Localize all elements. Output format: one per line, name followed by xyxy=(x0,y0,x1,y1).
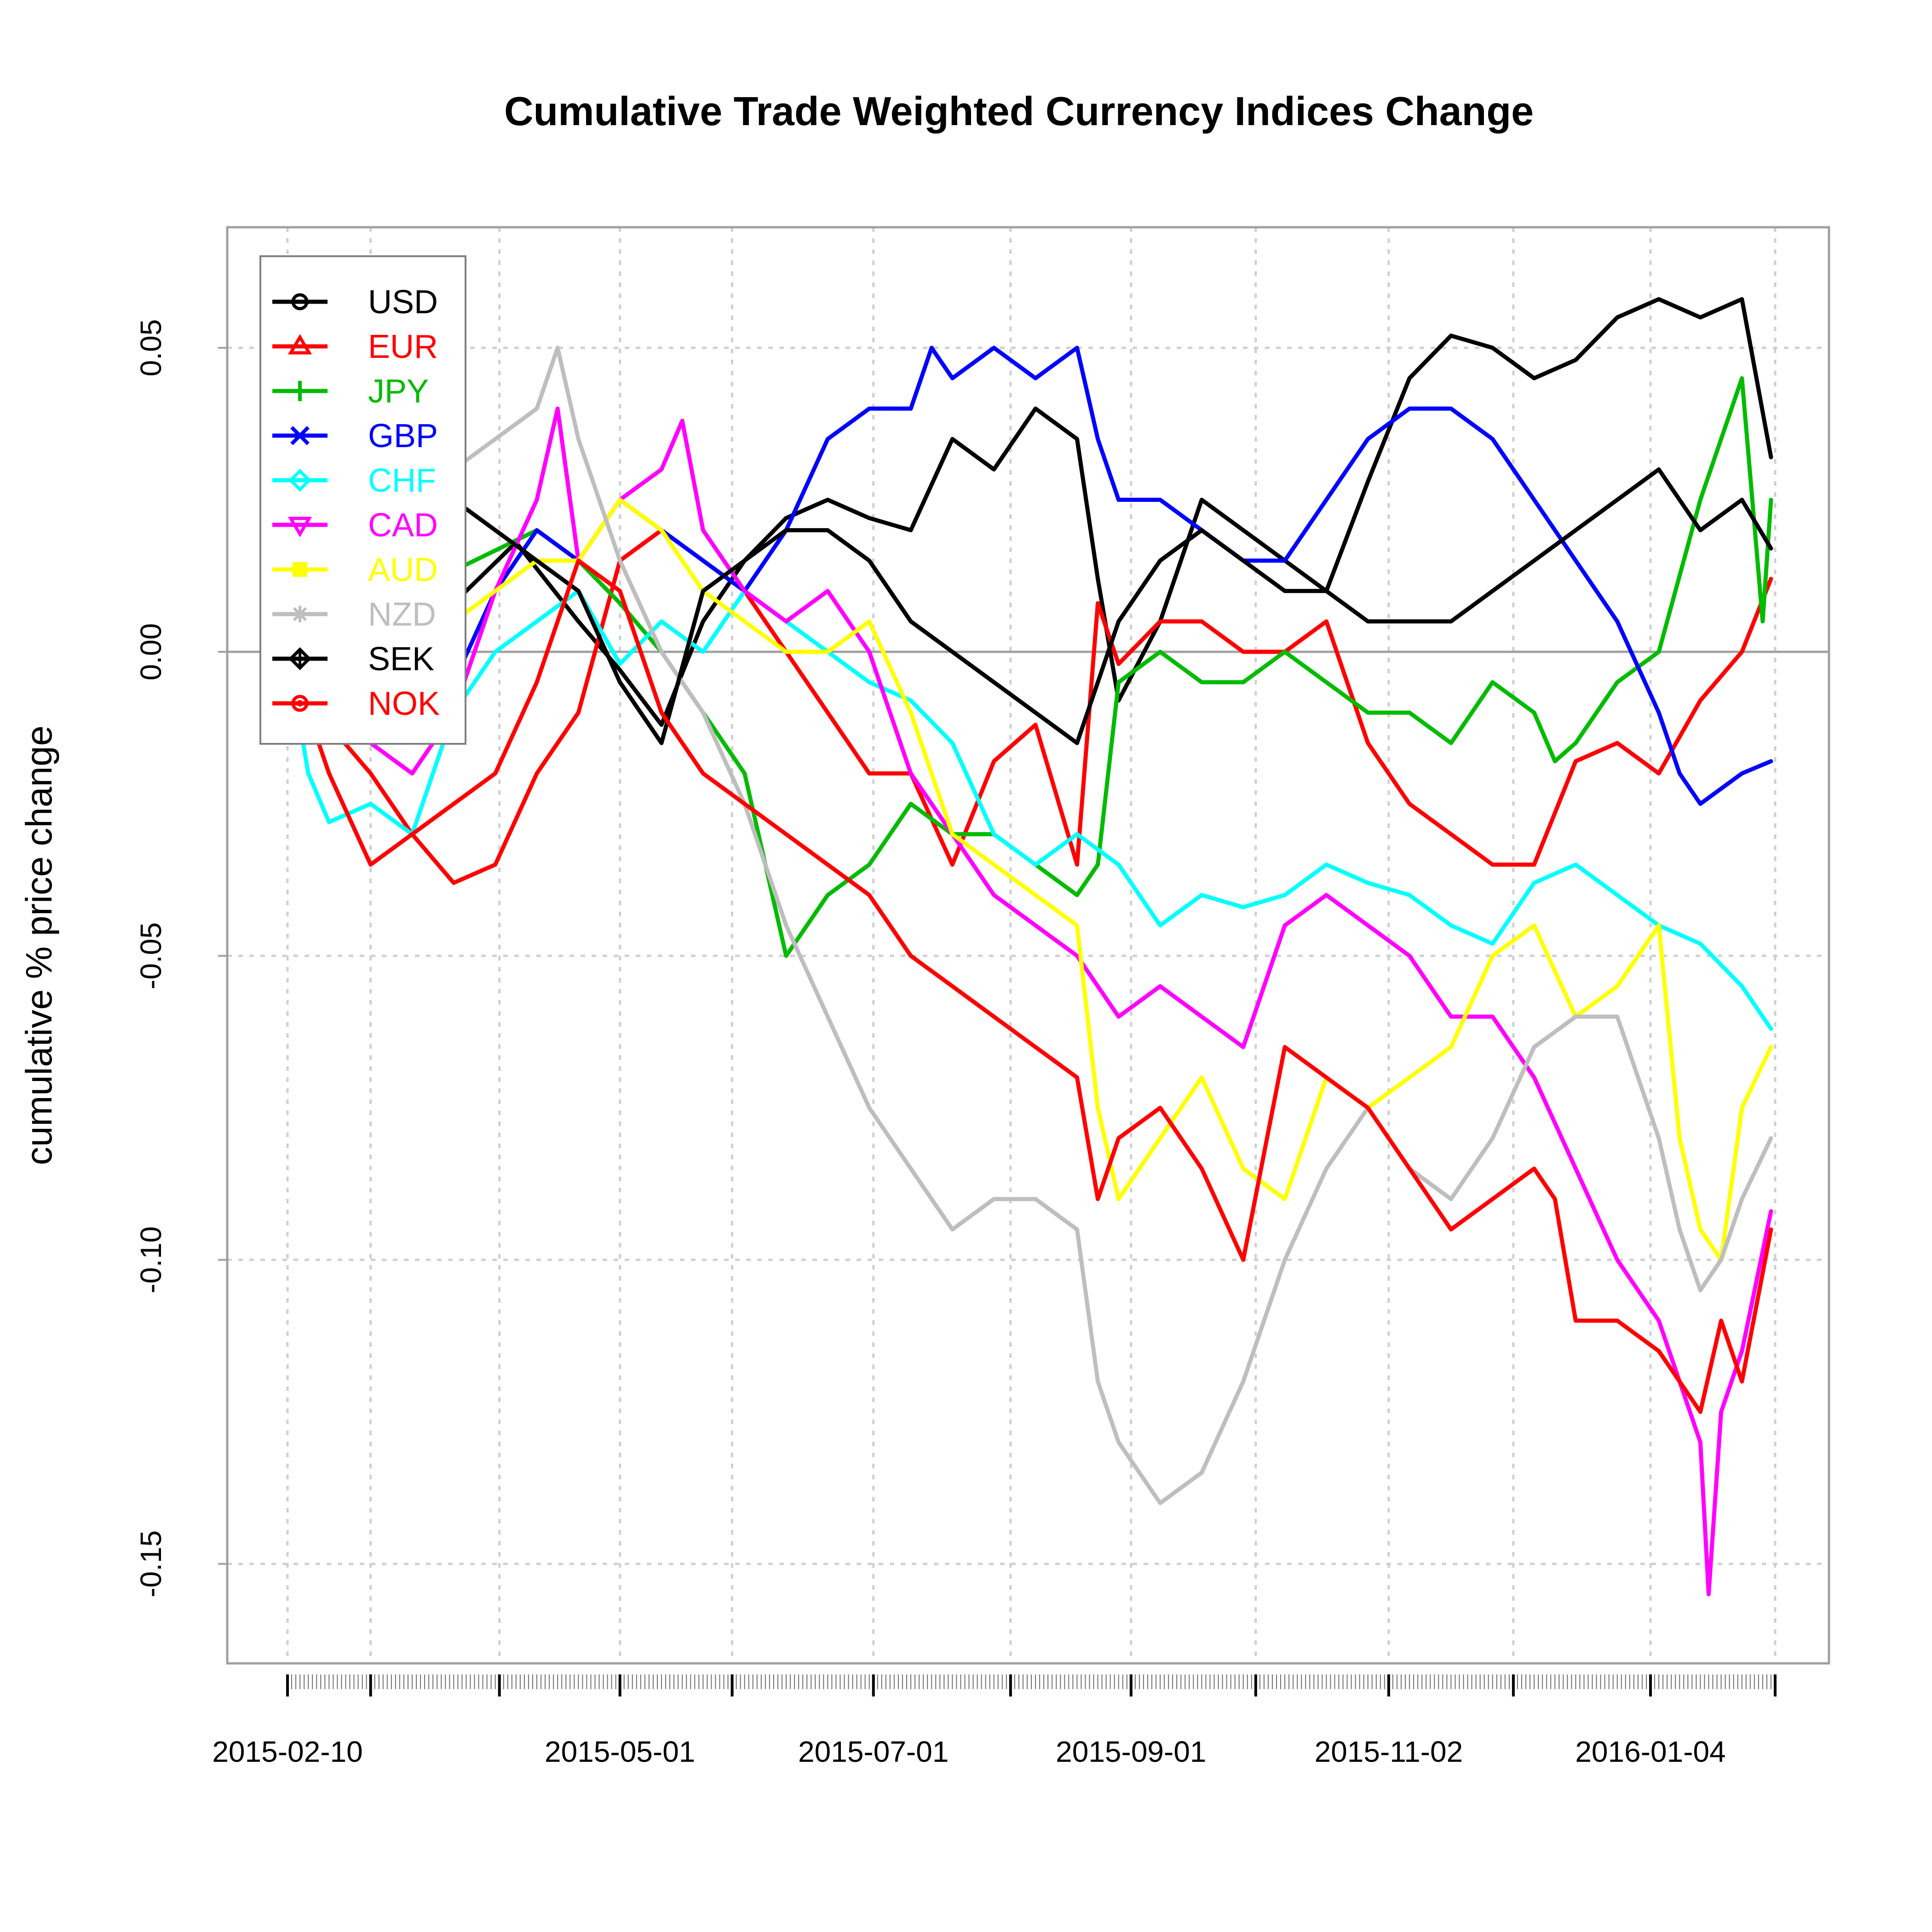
legend-label: CAD xyxy=(368,507,438,544)
series-line-nzd xyxy=(285,345,1773,1505)
series-line-aud xyxy=(285,498,1773,1262)
legend-marker xyxy=(288,469,311,492)
legend-label: AUD xyxy=(368,552,438,588)
x-tick-label: 2015-11-02 xyxy=(1315,1735,1463,1768)
x-tick-label: 2015-02-10 xyxy=(212,1735,362,1768)
y-tick-label: -0.15 xyxy=(134,1530,167,1598)
legend: USD EUR JPY GBP CHF CAD AUD NZD SEK NOK xyxy=(259,255,466,745)
x-tick-label: 2015-09-01 xyxy=(1056,1735,1206,1768)
series-line-nok xyxy=(285,558,1773,1414)
legend-marker xyxy=(291,293,309,310)
legend-label: SEK xyxy=(368,641,434,678)
legend-label: GBP xyxy=(368,418,438,454)
x-tick-label: 2016-01-04 xyxy=(1575,1735,1725,1768)
y-axis-label: cumulative % price change xyxy=(18,725,59,1165)
legend-item-usd: USD xyxy=(272,284,438,321)
legend-marker xyxy=(288,517,312,537)
legend-item-cad: CAD xyxy=(272,507,438,544)
x-axis: 2015-02-10 2015-05-01 2015-07-01 2015-09-01… xyxy=(212,1674,1777,1768)
y-tick-label: -0.10 xyxy=(134,1226,167,1294)
legend-item-nok: NOK xyxy=(272,685,440,722)
legend-item-nzd: NZD xyxy=(272,596,436,633)
series-line-usd xyxy=(285,297,1773,727)
series-line-chf xyxy=(285,589,1773,1031)
legend-label: CHF xyxy=(368,462,436,499)
series-lines xyxy=(285,297,1773,1597)
legend-item-jpy: JPY xyxy=(272,373,429,410)
series-line-gbp xyxy=(285,345,1773,806)
y-tick-label: 0.05 xyxy=(134,319,167,377)
legend-item-eur: EUR xyxy=(272,328,438,365)
legend-marker-4 xyxy=(293,607,307,621)
legend-label: JPY xyxy=(368,373,429,410)
x-tick-label: 2015-05-01 xyxy=(545,1735,695,1768)
legend-label: EUR xyxy=(368,328,438,365)
legend-label: USD xyxy=(368,284,438,321)
y-axis: 0.05 0.00 -0.05 -0.10 -0.15 xyxy=(134,319,227,1598)
legend-marker xyxy=(291,695,309,712)
legend-marker xyxy=(288,334,312,355)
y-tick-label: 0.00 xyxy=(134,623,167,681)
series-line-sek xyxy=(285,467,1773,745)
legend-marker-2 xyxy=(290,426,310,445)
chart-title: Cumulative Trade Weighted Currency Indic… xyxy=(504,88,1534,134)
y-tick-label: -0.05 xyxy=(134,922,167,989)
legend-label: NZD xyxy=(368,596,436,633)
legend-marker xyxy=(293,562,307,577)
x-tick-label: 2015-07-01 xyxy=(798,1735,949,1768)
legend-marker-dot xyxy=(297,700,303,707)
legend-item-aud: AUD xyxy=(272,552,438,588)
plot-frame xyxy=(226,226,1830,1665)
legend-item-sek: SEK xyxy=(272,641,434,678)
legend-item-chf: CHF xyxy=(272,462,436,499)
series-line-eur xyxy=(285,528,1773,885)
legend-label: NOK xyxy=(368,685,440,722)
series-line-cad xyxy=(285,406,1773,1597)
legend-item-gbp: GBP xyxy=(272,418,438,454)
